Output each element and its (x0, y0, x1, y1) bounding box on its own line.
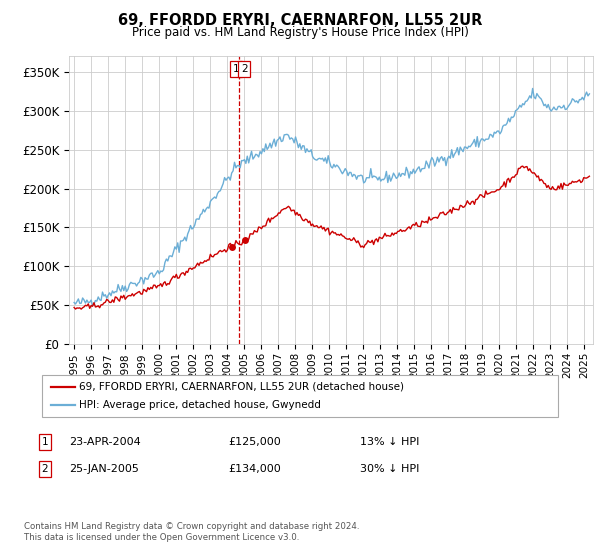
Text: 1: 1 (41, 437, 49, 447)
Text: HPI: Average price, detached house, Gwynedd: HPI: Average price, detached house, Gwyn… (79, 400, 321, 410)
Text: Contains HM Land Registry data © Crown copyright and database right 2024.: Contains HM Land Registry data © Crown c… (24, 522, 359, 531)
Text: 1: 1 (233, 64, 239, 74)
Text: £125,000: £125,000 (228, 437, 281, 447)
Text: 25-JAN-2005: 25-JAN-2005 (69, 464, 139, 474)
Text: This data is licensed under the Open Government Licence v3.0.: This data is licensed under the Open Gov… (24, 533, 299, 542)
Text: Price paid vs. HM Land Registry's House Price Index (HPI): Price paid vs. HM Land Registry's House … (131, 26, 469, 39)
Text: 69, FFORDD ERYRI, CAERNARFON, LL55 2UR: 69, FFORDD ERYRI, CAERNARFON, LL55 2UR (118, 13, 482, 28)
Text: 23-APR-2004: 23-APR-2004 (69, 437, 141, 447)
Text: 2: 2 (241, 64, 248, 74)
Text: £134,000: £134,000 (228, 464, 281, 474)
Text: 13% ↓ HPI: 13% ↓ HPI (360, 437, 419, 447)
Text: 69, FFORDD ERYRI, CAERNARFON, LL55 2UR (detached house): 69, FFORDD ERYRI, CAERNARFON, LL55 2UR (… (79, 382, 404, 392)
Text: 2: 2 (41, 464, 49, 474)
Text: 30% ↓ HPI: 30% ↓ HPI (360, 464, 419, 474)
